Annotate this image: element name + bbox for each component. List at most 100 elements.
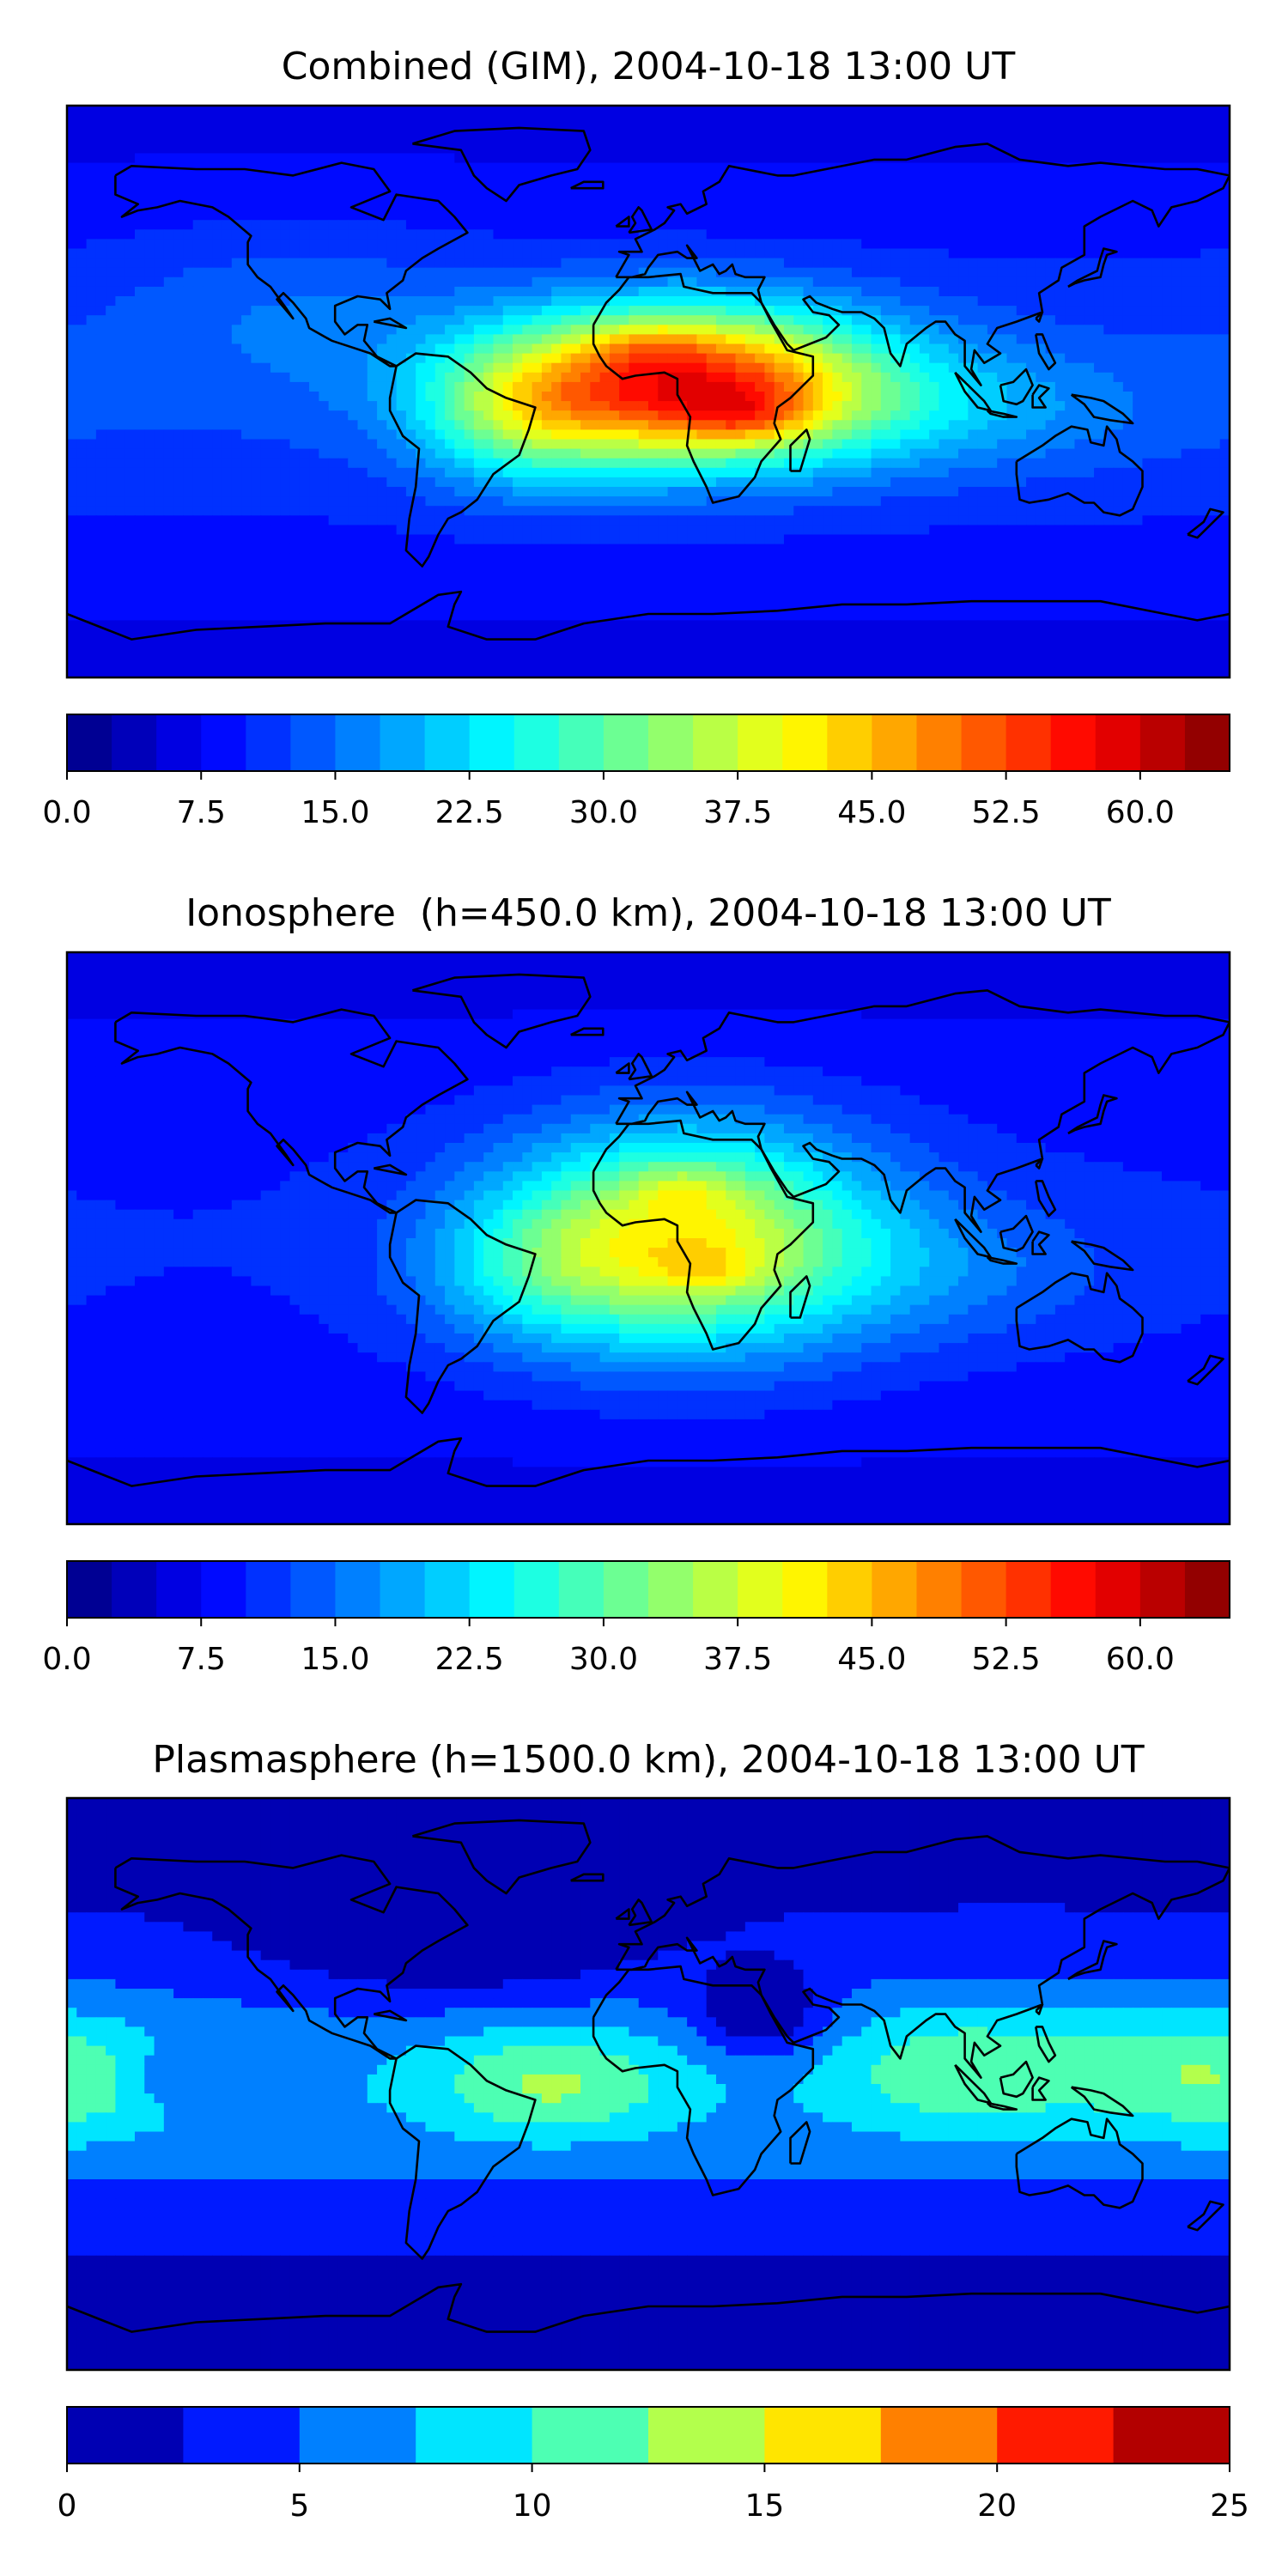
field-cell [337,439,349,450]
field-cell [416,334,427,345]
field-cell [726,420,737,430]
field-cell [861,410,872,421]
field-cell [735,429,746,440]
field-cell [812,392,823,402]
field-cell [115,439,126,450]
field-cell [1065,487,1076,497]
field-cell [483,115,495,125]
field-cell [319,334,330,345]
field-cell [1151,172,1163,183]
field-cell [212,267,223,278]
field-cell [192,353,204,364]
field-cell [1054,420,1066,430]
field-cell [251,162,262,173]
field-cell [231,201,242,211]
field-cell [289,410,301,421]
field-cell [1065,410,1076,421]
field-cell [173,362,184,374]
field-cell [67,420,77,430]
field-cell [386,372,398,383]
field-cell [270,448,281,459]
field-cell [95,239,106,250]
field-cell [1084,267,1095,278]
field-cell [173,467,184,478]
field-cell [570,448,581,459]
field-cell [696,372,708,383]
field-cell [774,410,785,421]
field-cell [541,429,552,440]
field-cell [134,392,145,402]
field-cell [173,334,184,345]
field-cell [464,172,475,183]
field-cell [134,381,145,392]
field-cell [1122,343,1133,355]
field-cell [744,306,756,316]
field-cell [667,267,678,278]
field-cell [958,448,969,459]
field-cell [1094,229,1104,240]
field-cell [832,401,843,411]
field-cell [502,181,513,192]
field-cell [948,286,959,297]
field-cell [880,191,891,202]
field-cell [86,267,97,278]
field-cell [1219,276,1230,288]
field-cell [929,162,940,173]
field-cell [677,296,688,307]
field-cell [434,220,446,230]
field-cell [183,134,194,144]
field-cell [1113,477,1124,488]
field-cell [464,201,475,211]
field-cell [231,143,242,155]
field-cell [987,429,998,440]
field-cell [260,296,271,307]
field-cell [696,115,708,125]
field-cell [405,487,416,497]
field-cell [270,115,281,125]
field-cell [774,201,785,211]
field-cell [561,372,572,383]
field-cell [454,372,465,383]
field-cell [1065,467,1076,478]
field-cell [1133,401,1144,411]
field-cell [319,477,330,488]
field-cell [367,401,378,411]
field-cell [715,353,726,364]
field-cell [561,334,572,345]
field-cell [629,392,640,402]
field-cell [1016,143,1027,155]
field-cell [793,381,805,392]
field-cell [551,134,562,144]
field-cell [405,448,416,459]
field-cell [609,106,620,116]
field-cell [861,362,872,374]
field-cell [783,181,794,192]
field-cell [396,496,407,507]
field-cell [919,210,930,221]
field-cell [522,172,533,183]
field-cell [434,315,446,325]
field-cell [609,439,620,450]
field-cell [861,220,872,230]
field-cell [958,315,969,325]
field-cell [948,429,959,440]
field-cell [1065,248,1076,259]
field-cell [1219,458,1230,469]
field-cell [222,258,233,269]
field-cell [1054,276,1066,288]
field-cell [260,306,271,316]
field-cell [803,115,814,125]
field-cell [900,410,911,421]
field-cell [823,439,833,450]
field-cell [192,143,204,155]
field-cell [251,429,262,440]
field-cell [1026,286,1036,297]
field-cell [1200,401,1212,411]
field-cell [260,458,271,469]
field-cell [95,315,106,325]
field-cell [202,258,213,269]
field-cell [1210,276,1221,288]
field-cell [715,439,726,450]
field-cell [677,496,688,507]
field-cell [1094,315,1104,325]
